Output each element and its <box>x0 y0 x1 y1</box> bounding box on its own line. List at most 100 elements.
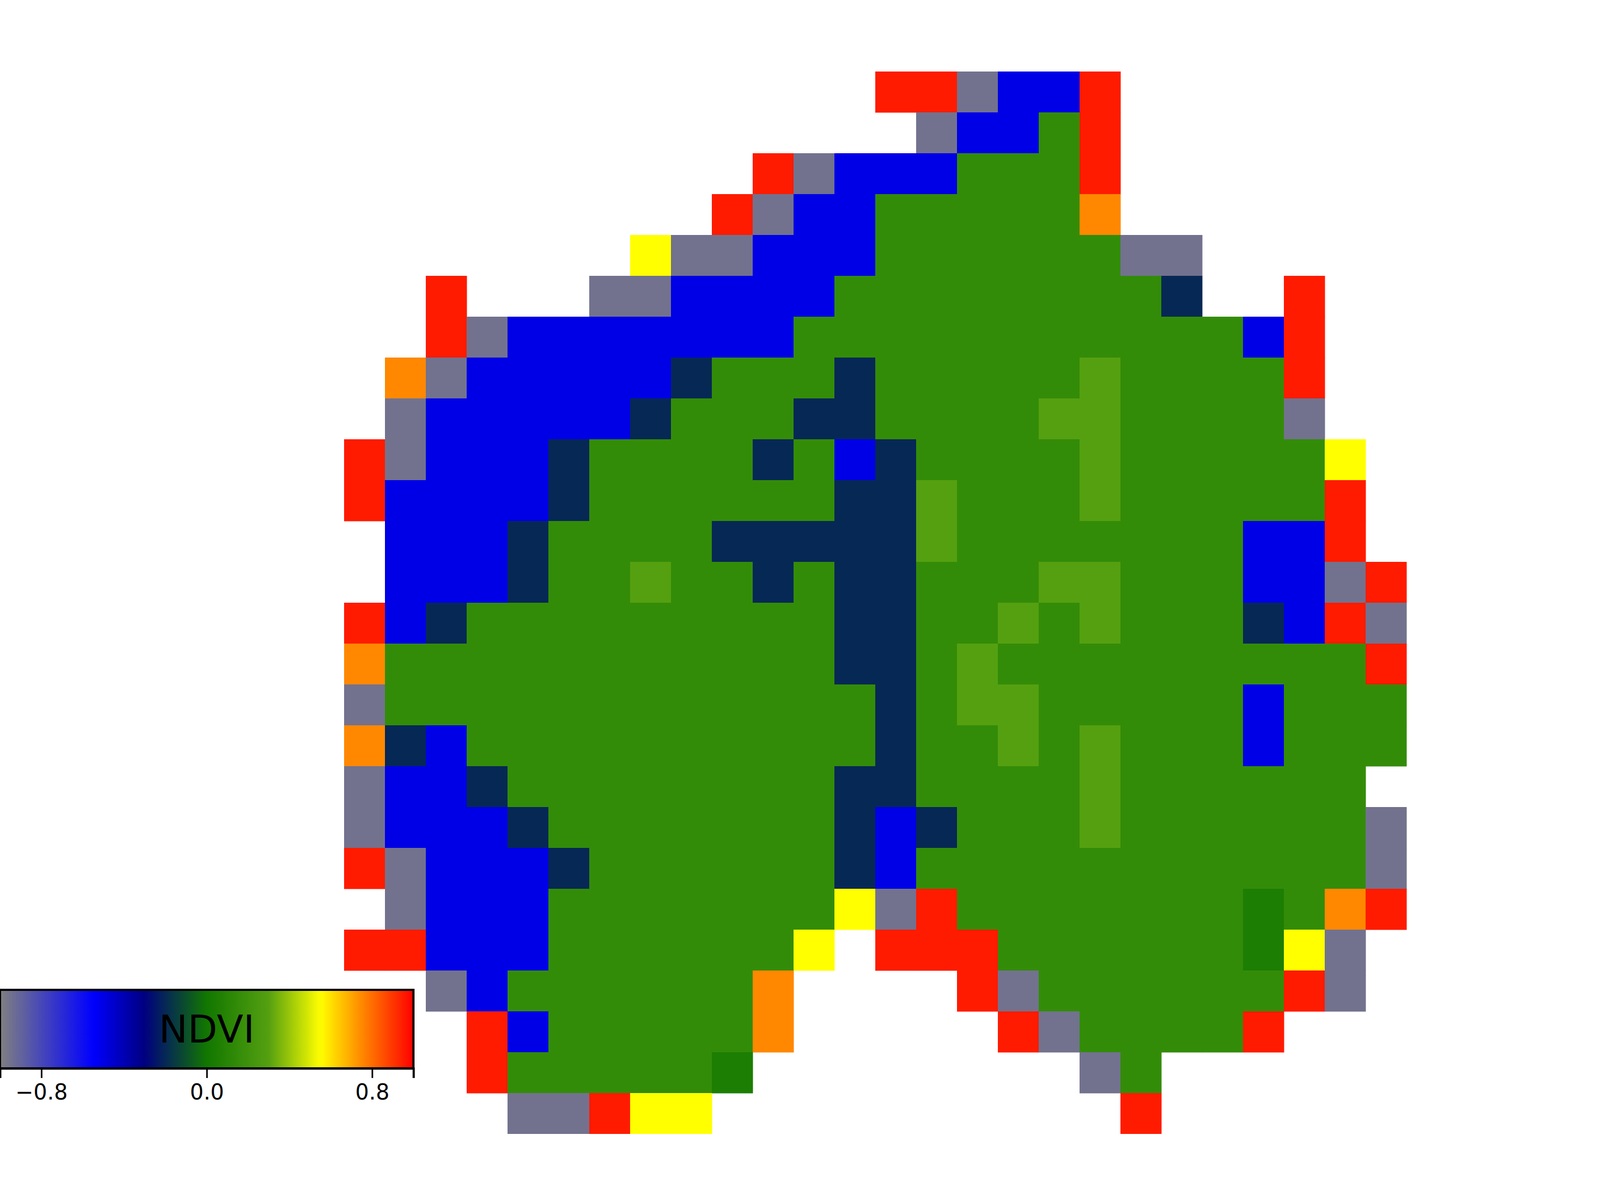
cell <box>1038 806 1081 849</box>
cell <box>507 480 549 522</box>
cell <box>670 806 713 849</box>
cell <box>384 766 427 808</box>
cell <box>384 398 427 440</box>
cell <box>1120 357 1162 399</box>
cell <box>1324 643 1367 685</box>
cell <box>1079 275 1121 318</box>
cell <box>1038 439 1081 481</box>
cell <box>711 439 754 481</box>
cell <box>916 847 958 890</box>
cell <box>670 1052 713 1094</box>
tick-mark <box>206 1068 209 1078</box>
cell <box>1038 970 1081 1012</box>
cell <box>956 888 999 931</box>
cell <box>466 684 509 726</box>
cell <box>589 725 631 767</box>
cell <box>997 847 1040 890</box>
cell <box>1324 684 1367 726</box>
cell <box>1120 766 1162 808</box>
cell <box>1161 275 1203 318</box>
cell <box>1038 112 1081 154</box>
cell <box>1324 929 1367 971</box>
cell <box>1161 602 1203 645</box>
cell <box>1365 847 1407 890</box>
cell <box>1079 561 1121 604</box>
cell <box>956 561 999 604</box>
heatmap-cells <box>344 71 1407 1134</box>
cell <box>1324 888 1367 931</box>
cell <box>711 357 754 399</box>
cell <box>1161 929 1203 971</box>
cell <box>875 316 917 359</box>
cell <box>875 602 917 645</box>
cell <box>1202 929 1244 971</box>
cell <box>507 766 549 808</box>
cell <box>997 316 1040 359</box>
cell <box>752 643 795 685</box>
cell <box>1038 847 1081 890</box>
cell <box>711 684 754 726</box>
cell <box>425 929 468 971</box>
cell <box>1202 766 1244 808</box>
cell <box>1243 766 1285 808</box>
cell <box>997 643 1040 685</box>
cell <box>997 766 1040 808</box>
cell <box>1161 520 1203 563</box>
cell <box>875 766 917 808</box>
cell <box>507 602 549 645</box>
cell <box>834 888 876 931</box>
cell <box>1120 561 1162 604</box>
cell <box>875 520 917 563</box>
cell <box>834 725 876 767</box>
cell <box>875 806 917 849</box>
cell <box>997 398 1040 440</box>
cell <box>916 643 958 685</box>
cell <box>1365 643 1407 685</box>
cell <box>344 725 386 767</box>
cell <box>793 480 835 522</box>
cell <box>1202 561 1244 604</box>
cell <box>875 398 917 440</box>
cell <box>548 847 590 890</box>
cell <box>344 929 386 971</box>
cell <box>384 643 427 685</box>
cell <box>507 398 549 440</box>
cell <box>630 439 672 481</box>
cell <box>752 153 795 195</box>
cell <box>711 725 754 767</box>
cell <box>997 1011 1040 1053</box>
cell <box>1161 398 1203 440</box>
cell <box>711 929 754 971</box>
cell <box>1079 643 1121 685</box>
cell <box>589 684 631 726</box>
cell <box>997 602 1040 645</box>
cell <box>589 1093 631 1134</box>
cell <box>1120 439 1162 481</box>
cell <box>752 929 795 971</box>
cell <box>916 398 958 440</box>
cell <box>834 194 876 236</box>
cell <box>1365 806 1407 849</box>
cell <box>630 643 672 685</box>
cell <box>466 480 509 522</box>
cell <box>384 520 427 563</box>
cell <box>1079 480 1121 522</box>
cell <box>997 112 1040 154</box>
cell <box>466 847 509 890</box>
cell <box>916 112 958 154</box>
cell <box>1202 806 1244 849</box>
cell <box>834 439 876 481</box>
cell <box>997 929 1040 971</box>
cell <box>589 398 631 440</box>
cell <box>630 1052 672 1094</box>
cell <box>1283 847 1326 890</box>
tick: 0.0 <box>189 1068 225 1105</box>
cell <box>1202 316 1244 359</box>
cell <box>1079 398 1121 440</box>
cell <box>793 684 835 726</box>
cell <box>711 480 754 522</box>
cell <box>1243 684 1285 726</box>
cell <box>548 1093 590 1134</box>
cell <box>834 520 876 563</box>
cell <box>793 439 835 481</box>
